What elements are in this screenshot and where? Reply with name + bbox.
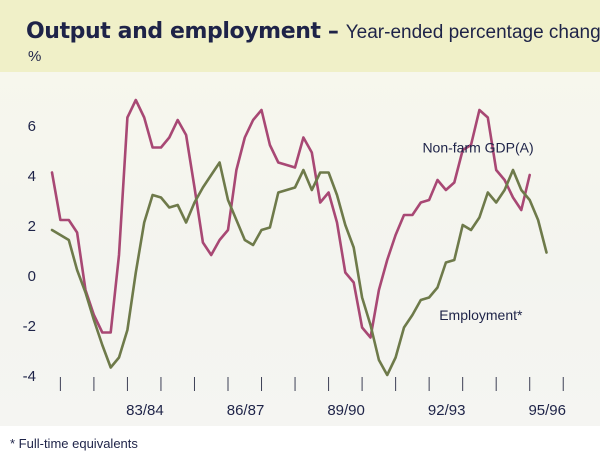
plot-area: -4 -2 0 2 4 6 83/84 86/87 89/90 92/93 95/96 Non-far… — [0, 72, 600, 426]
title-main: Output and employment — [26, 19, 321, 44]
y-tick-label: 4 — [28, 168, 36, 185]
y-tick-label: -4 — [23, 368, 36, 385]
y-tick-label: 6 — [28, 118, 36, 135]
employment-series-line — [50, 161, 548, 377]
y-unit-label: % — [28, 48, 42, 65]
x-tick-label: 86/87 — [227, 402, 265, 419]
footnote: * Full-time equivalents — [10, 436, 138, 451]
line-chart: -4 -2 0 2 4 6 83/84 86/87 89/90 92/93 95/96 Non-far… — [23, 98, 566, 419]
x-tick-label: 92/93 — [428, 402, 466, 419]
title-dash: – — [320, 19, 346, 44]
title-band: Output and employment – Year-ended perce… — [0, 0, 600, 72]
x-tick-label: 89/90 — [327, 402, 365, 419]
x-tick-label: 83/84 — [126, 402, 164, 419]
gdp-series-line — [50, 98, 532, 339]
gdp-series-label: Non-farm GDP(A) — [422, 140, 533, 156]
y-tick-label: 2 — [28, 218, 36, 235]
chart-title: Output and employment – Year-ended perce… — [26, 19, 600, 44]
employment-series-label: Employment* — [439, 307, 523, 323]
y-tick-label: 0 — [28, 268, 36, 285]
y-tick-label: -2 — [23, 318, 36, 335]
title-subtitle: Year-ended percentage change — [345, 22, 600, 43]
x-tick-label: 95/96 — [528, 402, 566, 419]
